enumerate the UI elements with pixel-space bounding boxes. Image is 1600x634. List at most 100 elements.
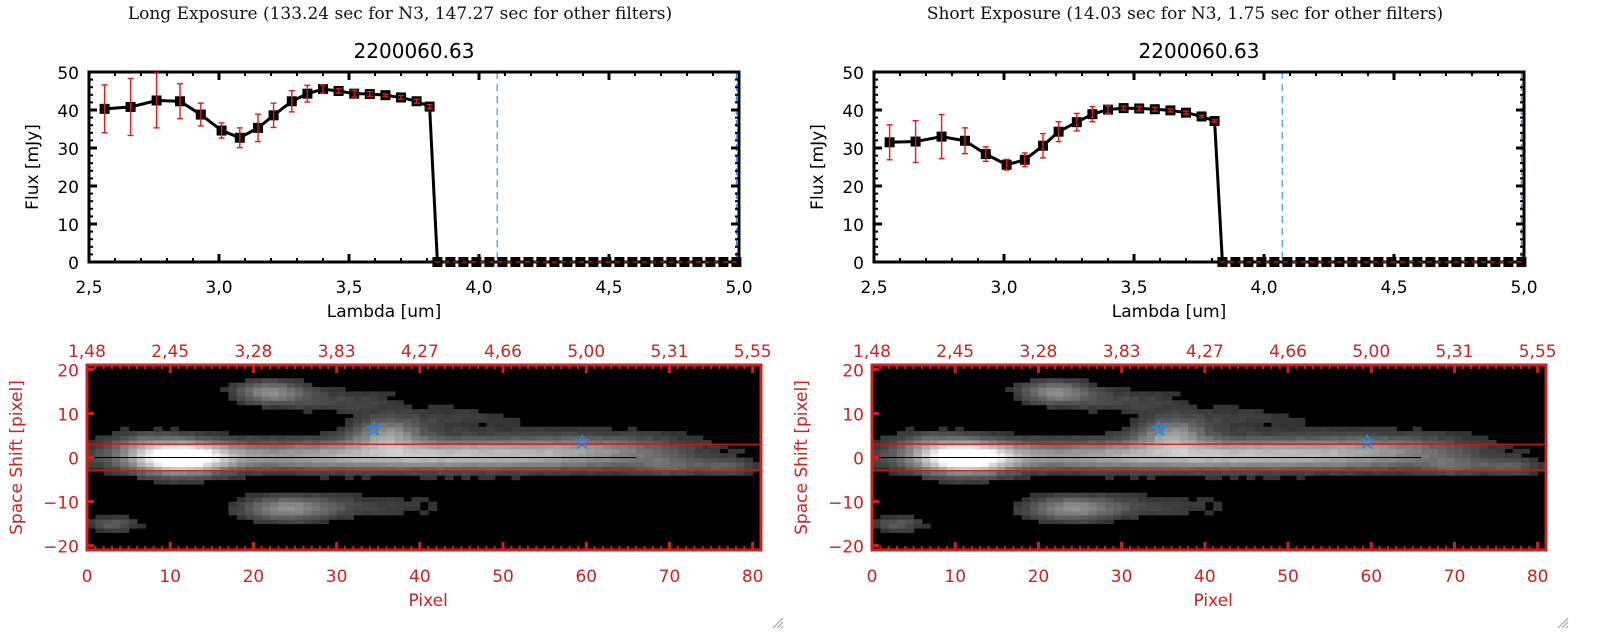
image-pixel <box>1329 470 1339 476</box>
image-pixel <box>1412 448 1422 454</box>
image-pixel <box>1296 448 1306 454</box>
image-pixel <box>1179 448 1189 454</box>
image-pixel <box>1071 387 1081 393</box>
resize-grip[interactable] <box>1555 614 1569 629</box>
image-pixel <box>494 453 504 459</box>
image-pixel <box>921 461 931 467</box>
image-pixel <box>1063 461 1073 467</box>
image-pixel <box>303 461 313 467</box>
image-pixel <box>145 439 155 445</box>
image-pixel <box>1354 461 1364 467</box>
image-pixel <box>1479 457 1489 463</box>
image-pixel <box>511 448 521 454</box>
image-pixel <box>888 527 898 533</box>
image-pixel <box>1421 439 1431 445</box>
image-pixel <box>369 444 379 450</box>
image-pixel <box>419 444 429 450</box>
image-pixel <box>428 435 438 441</box>
image-pixel <box>311 514 321 520</box>
image-pixel <box>544 461 554 467</box>
image-pixel <box>428 426 438 432</box>
image-pixel <box>1462 444 1472 450</box>
image-pixel <box>1213 505 1223 511</box>
image-pixel <box>1321 431 1331 437</box>
image-pixel <box>1013 439 1023 445</box>
image-pixel <box>988 435 998 441</box>
image-pixel <box>295 466 304 472</box>
image-pixel <box>677 461 687 467</box>
image-pixel <box>896 470 906 476</box>
image-pixel <box>1504 444 1514 450</box>
image-pixel <box>1238 431 1248 437</box>
image-pixel <box>161 444 171 450</box>
resize-grip[interactable] <box>770 614 784 629</box>
y-tick-label: 20 <box>57 178 79 198</box>
image-pixel <box>1030 501 1040 507</box>
image-pixel <box>444 461 454 467</box>
image-pixel <box>1188 466 1198 472</box>
image-pixel <box>369 417 379 423</box>
image-pixel <box>1238 453 1248 459</box>
image-pixel <box>1138 466 1148 472</box>
image-pixel <box>1371 461 1381 467</box>
image-pixel <box>1321 444 1331 450</box>
image-pixel <box>963 439 973 445</box>
image-pixel <box>1454 431 1464 437</box>
image-pixel <box>220 448 230 454</box>
image-pixel <box>261 497 271 503</box>
image-pixel <box>1329 448 1339 454</box>
image-pixel <box>286 391 296 397</box>
image-pixel <box>1296 426 1306 432</box>
image-pixel <box>486 466 496 472</box>
image-pixel <box>253 395 263 401</box>
image-pixel <box>586 444 596 450</box>
image-pixel <box>744 466 754 472</box>
image-pixel <box>1462 470 1472 476</box>
image-pixel <box>1479 448 1489 454</box>
image-pixel <box>1121 501 1131 507</box>
image-pixel <box>1254 461 1264 467</box>
image-pixel <box>669 453 679 459</box>
image-pixel <box>652 453 662 459</box>
image-pixel <box>1096 505 1106 511</box>
image-pixel <box>1279 448 1289 454</box>
image-pixel <box>1254 426 1264 432</box>
image-pixel <box>1313 435 1322 441</box>
image-pixel <box>938 426 948 432</box>
image-pixel <box>1454 435 1464 441</box>
image-pixel <box>955 431 965 437</box>
image-pixel <box>1362 448 1372 454</box>
image-pixel <box>1437 444 1447 450</box>
image-pixel <box>1421 431 1431 437</box>
image-pixel <box>394 431 404 437</box>
image-pixel <box>319 497 329 503</box>
image-pixel <box>661 431 671 437</box>
image-pixel <box>1446 457 1456 463</box>
image-pixel <box>328 431 338 437</box>
y-tick-label: 50 <box>57 64 79 84</box>
image-pixel <box>103 439 113 445</box>
image-pixel <box>519 435 529 441</box>
image-pixel <box>1046 457 1056 463</box>
image-pixel <box>627 461 637 467</box>
image-pixel <box>328 470 338 476</box>
image-pixel <box>1163 413 1173 419</box>
image-pixel <box>528 457 537 463</box>
image-pixel <box>1362 439 1372 445</box>
image-pixel <box>1179 501 1189 507</box>
image-pixel <box>87 439 96 445</box>
image-pixel <box>353 457 363 463</box>
image-pixel <box>694 461 704 467</box>
image-pixel <box>1005 475 1015 481</box>
image-pixel <box>270 519 279 525</box>
image-pixel <box>386 400 396 406</box>
image-pixel <box>921 435 931 441</box>
image-pixel <box>220 466 230 472</box>
image-pixel <box>1171 413 1181 419</box>
image-pixel <box>1404 461 1414 467</box>
image-pixel <box>344 431 354 437</box>
image-pixel <box>1487 453 1497 459</box>
image-pixel <box>888 461 898 467</box>
image-pixel <box>1362 470 1372 476</box>
image-pixel <box>1188 431 1198 437</box>
